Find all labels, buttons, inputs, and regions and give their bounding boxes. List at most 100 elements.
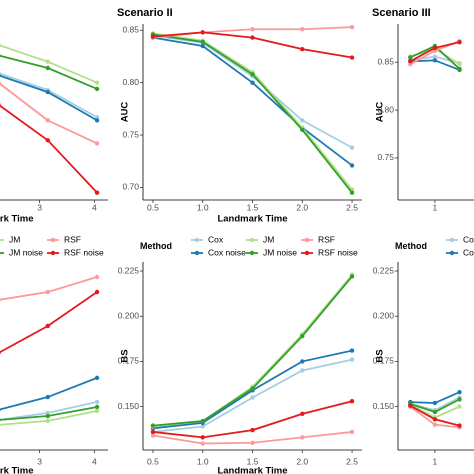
y-tick-label: 0.175 — [373, 356, 395, 366]
legend-label: RSF — [318, 234, 335, 244]
data-point — [45, 118, 50, 123]
data-point — [300, 411, 305, 417]
legend-label: Cox noise — [463, 247, 474, 257]
y-axis-title: AUC — [120, 102, 131, 123]
legend-title: Method — [140, 241, 172, 251]
y-tick-label: 0.75 — [377, 152, 394, 162]
legend-label: JM — [9, 234, 20, 244]
data-point — [457, 397, 462, 402]
data-point — [150, 423, 156, 428]
data-point — [45, 323, 50, 329]
data-point — [300, 333, 305, 339]
data-point — [150, 429, 156, 435]
chart-title: Scenario II — [117, 7, 173, 19]
data-point — [150, 34, 156, 39]
legend-label: JM noise — [9, 247, 43, 257]
data-point — [457, 404, 462, 409]
data-point — [349, 274, 355, 279]
data-point — [0, 423, 1, 427]
data-point — [0, 73, 1, 77]
chart-column: Scenario II AUC Landmark Time 0.70 0.75 0.80 0… — [117, 7, 362, 474]
data-point — [94, 274, 100, 280]
series-line — [152, 36, 353, 167]
data-point — [250, 80, 255, 85]
legend-swatch-dot — [194, 237, 200, 243]
series-line — [152, 33, 353, 194]
legend-label: Cox — [463, 234, 474, 244]
y-tick-label: 0.85 — [377, 57, 394, 67]
y-tick-label: 0.80 — [377, 104, 394, 114]
data-point — [349, 163, 355, 168]
legend-label: RSF noise — [318, 247, 358, 257]
data-point — [457, 39, 462, 45]
y-tick-label: 0.75 — [122, 129, 139, 139]
legend-swatch-dot — [50, 250, 56, 256]
y-tick-label: 0.150 — [373, 401, 395, 411]
y-tick-label: 0.85 — [122, 25, 139, 35]
data-point — [349, 145, 355, 150]
legend-label: JM noise — [263, 247, 297, 257]
data-point — [408, 403, 413, 408]
data-point — [94, 408, 100, 414]
data-point — [349, 24, 355, 30]
data-point — [94, 141, 100, 146]
y-tick-label: 0.175 — [118, 356, 140, 366]
x-tick-label: 1.5 — [247, 456, 259, 466]
data-point — [94, 80, 100, 85]
data-point — [94, 118, 100, 123]
x-tick-label: 2.5 — [346, 456, 358, 466]
data-point — [300, 118, 305, 123]
series-line — [152, 32, 353, 191]
data-point — [0, 408, 1, 412]
data-point — [200, 418, 205, 424]
y-axis-title: BS — [375, 349, 386, 362]
y-tick-label: 0.200 — [373, 310, 395, 320]
data-point — [45, 59, 50, 64]
data-point — [94, 375, 100, 381]
data-point — [0, 43, 1, 47]
data-point — [250, 35, 255, 40]
x-tick-label: 1 — [433, 456, 438, 466]
x-tick-label: 3 — [37, 456, 42, 466]
data-point — [94, 115, 100, 120]
data-point — [0, 103, 1, 107]
data-point — [250, 386, 255, 391]
x-axis-title: Landmark Time — [217, 214, 287, 225]
data-point — [300, 127, 305, 133]
x-tick-label: 1.0 — [197, 202, 209, 212]
legend-label: RSF noise — [64, 247, 104, 257]
data-point — [349, 190, 355, 195]
data-point — [45, 418, 50, 424]
x-tick-label: 3 — [37, 202, 42, 212]
data-point — [408, 55, 413, 60]
x-tick-label: 1 — [433, 202, 438, 212]
series-line — [0, 291, 98, 354]
data-point — [432, 54, 438, 59]
data-point — [349, 398, 355, 404]
series-line — [152, 275, 353, 427]
data-point — [0, 351, 1, 355]
data-point — [200, 424, 205, 429]
legend-label: Cox noise — [208, 247, 246, 257]
data-point — [250, 395, 255, 400]
series-line — [152, 274, 353, 428]
data-point — [250, 72, 255, 77]
data-point — [200, 43, 205, 49]
y-tick-label: 0.200 — [118, 310, 140, 320]
data-point — [94, 86, 100, 92]
y-tick-label: 0.70 — [122, 182, 139, 192]
data-point — [349, 55, 355, 60]
chart-column: Scenario III AUC 0.75 0.80 0.85 1 Method Cox Cox… — [372, 7, 474, 466]
x-axis-title: Landmark Time — [0, 214, 34, 225]
legend-title: Method — [395, 241, 427, 251]
data-point — [300, 27, 305, 32]
data-point — [457, 66, 462, 72]
legend-swatch-dot — [249, 250, 255, 256]
data-point — [0, 81, 1, 85]
data-point — [432, 45, 438, 51]
data-point — [150, 433, 156, 438]
x-tick-label: 1.0 — [197, 456, 209, 466]
data-point — [94, 190, 100, 195]
x-tick-label: 2.0 — [296, 202, 308, 212]
